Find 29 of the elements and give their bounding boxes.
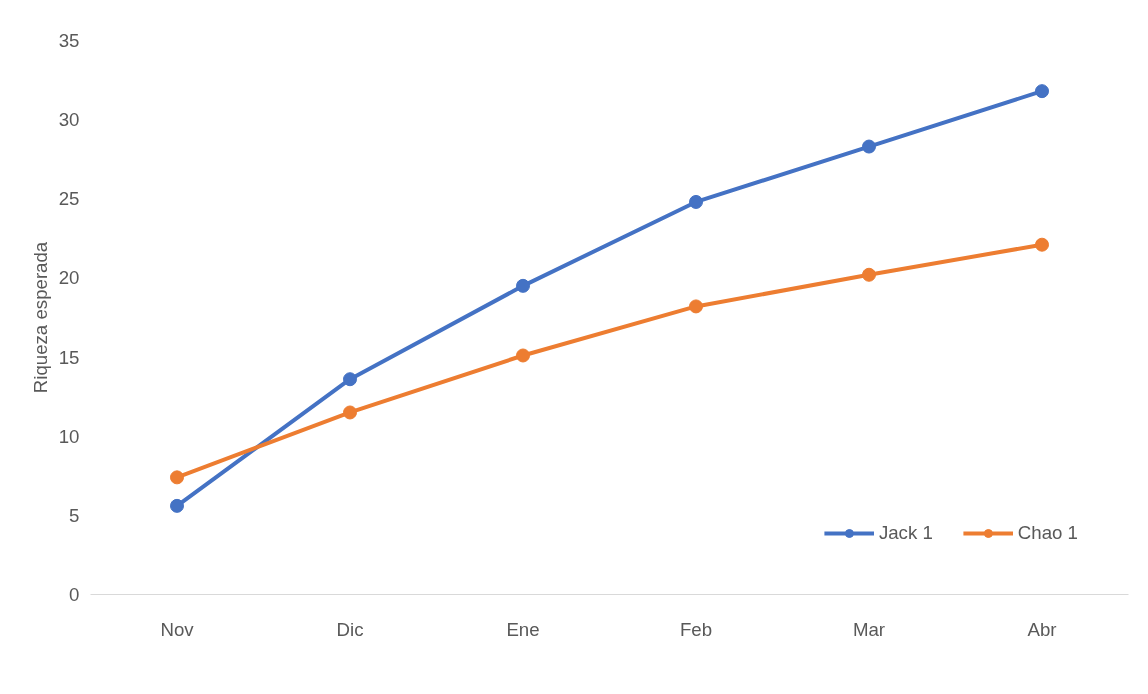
- legend-label: Chao 1: [1017, 522, 1078, 544]
- x-tick-label: Mar: [852, 618, 886, 640]
- point: [1035, 84, 1049, 99]
- point: [689, 194, 703, 209]
- point: [516, 348, 530, 363]
- y-axis-title: Riqueza esperada: [29, 241, 51, 394]
- y-tick-label: 20: [58, 267, 80, 289]
- point: [862, 267, 876, 282]
- point: [170, 498, 184, 513]
- x-tick-label: Dic: [336, 618, 364, 640]
- point: [862, 139, 876, 154]
- y-tick-label: 25: [58, 188, 80, 210]
- point: [343, 405, 357, 420]
- point: [170, 470, 184, 485]
- y-tick-label: 5: [69, 504, 80, 526]
- y-tick-label: 15: [58, 346, 80, 368]
- y-tick-label: 35: [58, 30, 80, 51]
- point: [516, 278, 530, 293]
- y-tick-label: 10: [58, 425, 80, 447]
- legend-label: Jack 1: [878, 522, 933, 544]
- x-tick-label: Abr: [1027, 618, 1057, 640]
- y-tick-label: 0: [69, 584, 80, 605]
- x-tick-label: Ene: [506, 618, 540, 640]
- x-tick-label: Feb: [679, 618, 713, 640]
- point: [1035, 237, 1049, 252]
- y-tick-label: 30: [58, 109, 80, 131]
- point: [343, 372, 357, 387]
- point: [689, 299, 703, 314]
- x-tick-label: Nov: [160, 618, 195, 640]
